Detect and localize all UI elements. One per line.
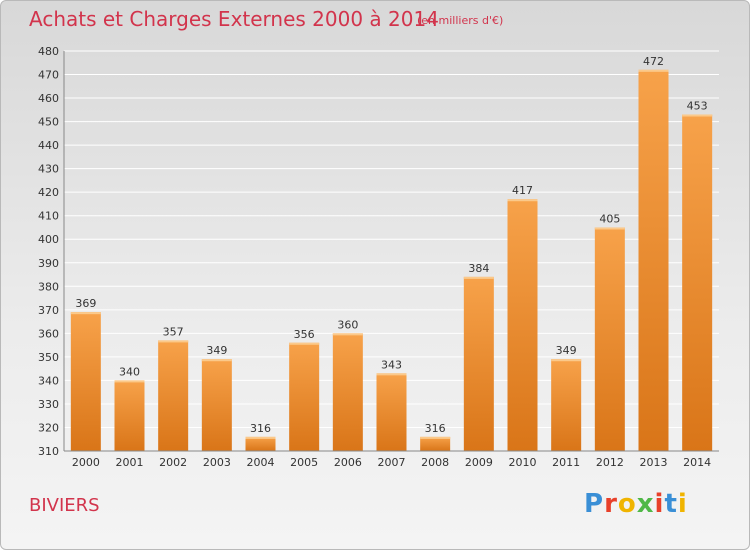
data-label: 360 (337, 318, 358, 331)
bar-highlight (420, 436, 451, 439)
x-tick-label: 2000 (72, 456, 100, 469)
bar-2002 (158, 340, 189, 451)
y-tick-label: 380 (38, 280, 59, 293)
y-tick-label: 330 (38, 398, 59, 411)
bars-layer (70, 69, 713, 451)
x-tick-label: 2005 (290, 456, 318, 469)
bar-2007 (376, 373, 407, 451)
x-tick-label: 2013 (640, 456, 668, 469)
bar-highlight (638, 69, 669, 72)
y-tick-label: 420 (38, 186, 59, 199)
chart-subtitle: (en milliers d'€) (417, 14, 504, 27)
labels-layer: 369 340 357 349 316 356 360 343 316 384 417 349 405 4… (75, 55, 707, 435)
proxiti-logo: Proxiti (584, 489, 688, 519)
bar-highlight (376, 373, 407, 376)
bar-2003 (201, 359, 232, 451)
logo-letter: P (584, 489, 605, 519)
y-tick-label: 340 (38, 374, 59, 387)
x-tick-label: 2011 (552, 456, 580, 469)
bar-highlight (114, 380, 145, 383)
bar-2011 (551, 359, 582, 451)
bar-highlight (682, 114, 713, 117)
chart-title: Achats et Charges Externes 2000 à 2014 (29, 7, 439, 31)
bar-highlight (289, 342, 320, 345)
y-tick-label: 350 (38, 351, 59, 364)
x-tick-label: 2007 (378, 456, 406, 469)
y-tick-label: 310 (38, 445, 59, 458)
data-label: 316 (425, 422, 446, 435)
logo-letter: x (636, 489, 655, 519)
bar-2012 (594, 227, 625, 451)
data-label: 340 (119, 365, 140, 378)
bar-highlight (594, 227, 625, 230)
logo-letter: t (664, 489, 678, 519)
axis-layer: 310 320 330 340 350 360 370 380 390 400 410 420 430 4… (38, 45, 719, 469)
bar-2008 (420, 436, 451, 451)
y-tick-label: 320 (38, 421, 59, 434)
data-label: 356 (294, 328, 315, 341)
data-label: 349 (556, 344, 577, 357)
place-name: BIVIERS (29, 495, 100, 516)
x-tick-label: 2004 (247, 456, 275, 469)
y-tick-label: 450 (38, 116, 59, 129)
y-tick-label: 360 (38, 327, 59, 340)
y-tick-label: 460 (38, 92, 59, 105)
bar-highlight (158, 340, 189, 343)
x-tick-label: 2009 (465, 456, 493, 469)
bar-highlight (507, 199, 538, 202)
y-tick-label: 370 (38, 304, 59, 317)
data-label: 343 (381, 358, 402, 371)
bar-2000 (70, 312, 101, 451)
x-tick-label: 2008 (421, 456, 449, 469)
x-tick-label: 2012 (596, 456, 624, 469)
bar-2014 (682, 114, 713, 451)
y-tick-label: 470 (38, 69, 59, 82)
bar-2010 (507, 199, 538, 451)
x-tick-label: 2006 (334, 456, 362, 469)
data-label: 349 (206, 344, 227, 357)
bar-2013 (638, 69, 669, 451)
y-tick-label: 430 (38, 163, 59, 176)
bar-2001 (114, 380, 145, 451)
data-label: 369 (75, 297, 96, 310)
x-tick-label: 2014 (683, 456, 711, 469)
x-tick-label: 2010 (509, 456, 537, 469)
y-tick-label: 400 (38, 233, 59, 246)
x-tick-label: 2003 (203, 456, 231, 469)
y-tick-label: 440 (38, 139, 59, 152)
data-label: 472 (643, 55, 664, 68)
y-tick-label: 410 (38, 210, 59, 223)
data-label: 316 (250, 422, 271, 435)
logo-letter: i (677, 489, 688, 519)
logo-letter: o (617, 489, 637, 519)
data-label: 417 (512, 184, 533, 197)
bar-2005 (289, 342, 320, 451)
x-tick-label: 2002 (159, 456, 187, 469)
data-label: 384 (468, 262, 489, 275)
bar-highlight (463, 276, 494, 279)
logo-letter: i (654, 489, 665, 519)
y-tick-label: 390 (38, 257, 59, 270)
bar-2004 (245, 436, 276, 451)
x-tick-label: 2001 (116, 456, 144, 469)
data-label: 357 (163, 325, 184, 338)
bar-highlight (70, 312, 101, 315)
bar-2009 (463, 276, 494, 451)
bar-highlight (332, 333, 363, 336)
bar-2006 (332, 333, 363, 451)
y-tick-label: 480 (38, 45, 59, 58)
bar-highlight (201, 359, 232, 362)
bar-highlight (245, 436, 276, 439)
logo-letter: r (604, 489, 618, 519)
data-label: 453 (687, 100, 708, 113)
bar-highlight (551, 359, 582, 362)
data-label: 405 (599, 212, 620, 225)
